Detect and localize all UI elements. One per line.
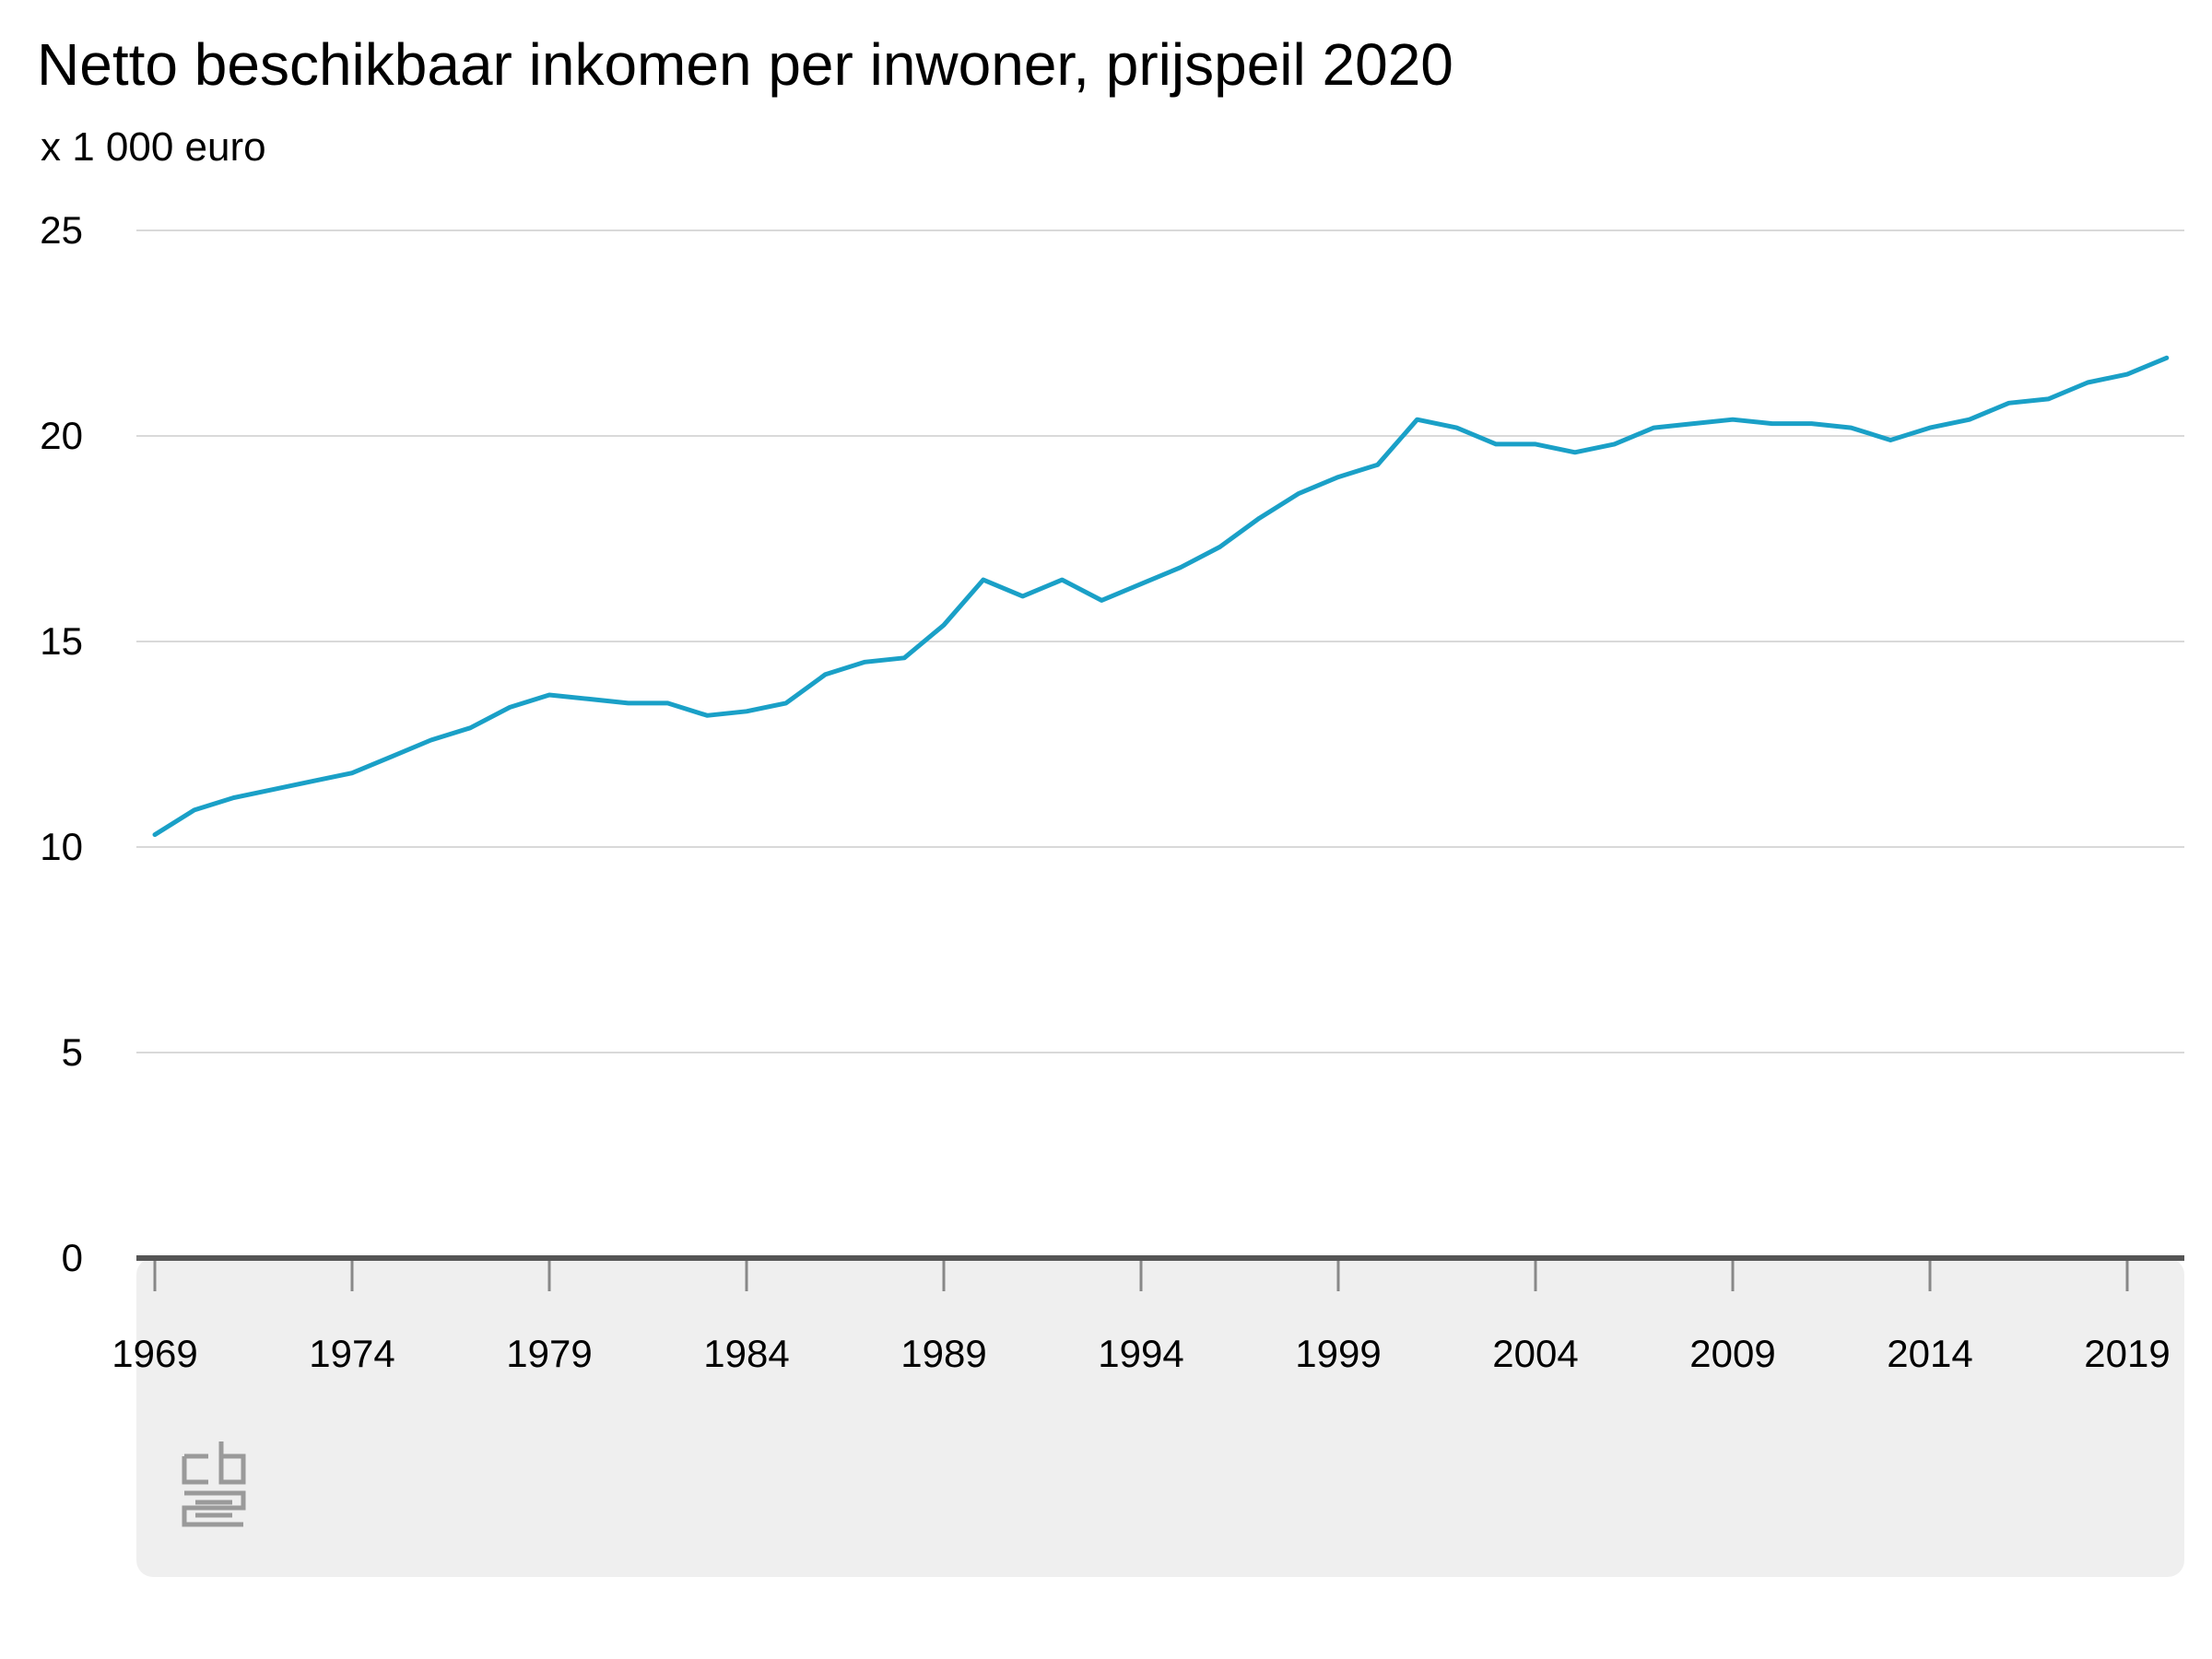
chart-title: Netto beschikbaar inkomen per inwoner, p… bbox=[37, 31, 1453, 98]
x-tick-label: 2014 bbox=[1887, 1332, 1972, 1375]
y-tick-label: 5 bbox=[62, 1030, 83, 1074]
cbs-logo bbox=[182, 1441, 246, 1527]
x-tick-label: 1969 bbox=[112, 1332, 197, 1375]
y-tick-label: 10 bbox=[40, 825, 83, 868]
x-tick-label: 2004 bbox=[1492, 1332, 1578, 1375]
unit-label: x 1 000 euro bbox=[41, 124, 266, 170]
logo-stroke bbox=[182, 1490, 246, 1527]
x-tick-label: 2019 bbox=[2084, 1332, 2170, 1375]
x-tick-label: 1974 bbox=[309, 1332, 394, 1375]
x-tick-label: 1984 bbox=[703, 1332, 789, 1375]
series-layer bbox=[152, 355, 2170, 838]
x-tick-label: 1994 bbox=[1098, 1332, 1183, 1375]
logo-stroke bbox=[195, 1500, 232, 1518]
x-tick-label: 2009 bbox=[1689, 1332, 1775, 1375]
y-tick-label: 15 bbox=[40, 619, 83, 663]
x-tick-label: 1979 bbox=[506, 1332, 592, 1375]
footer-panel bbox=[136, 1258, 2184, 1577]
x-axis: 1969 1974 1979 1984 1989 1994 1999 2004 2009 2014… bbox=[112, 1255, 2184, 1375]
logo-stroke bbox=[218, 1441, 246, 1485]
y-tick-label: 20 bbox=[40, 414, 83, 457]
series-line bbox=[152, 355, 2170, 838]
y-tick-label: 25 bbox=[40, 208, 83, 252]
logo-stroke bbox=[182, 1453, 208, 1485]
x-tick-label: 1999 bbox=[1295, 1332, 1381, 1375]
x-tick-label: 1989 bbox=[900, 1332, 986, 1375]
grid-layer: 0 5 10 15 20 25 bbox=[40, 208, 2184, 1279]
y-tick-label: 0 bbox=[62, 1236, 83, 1279]
